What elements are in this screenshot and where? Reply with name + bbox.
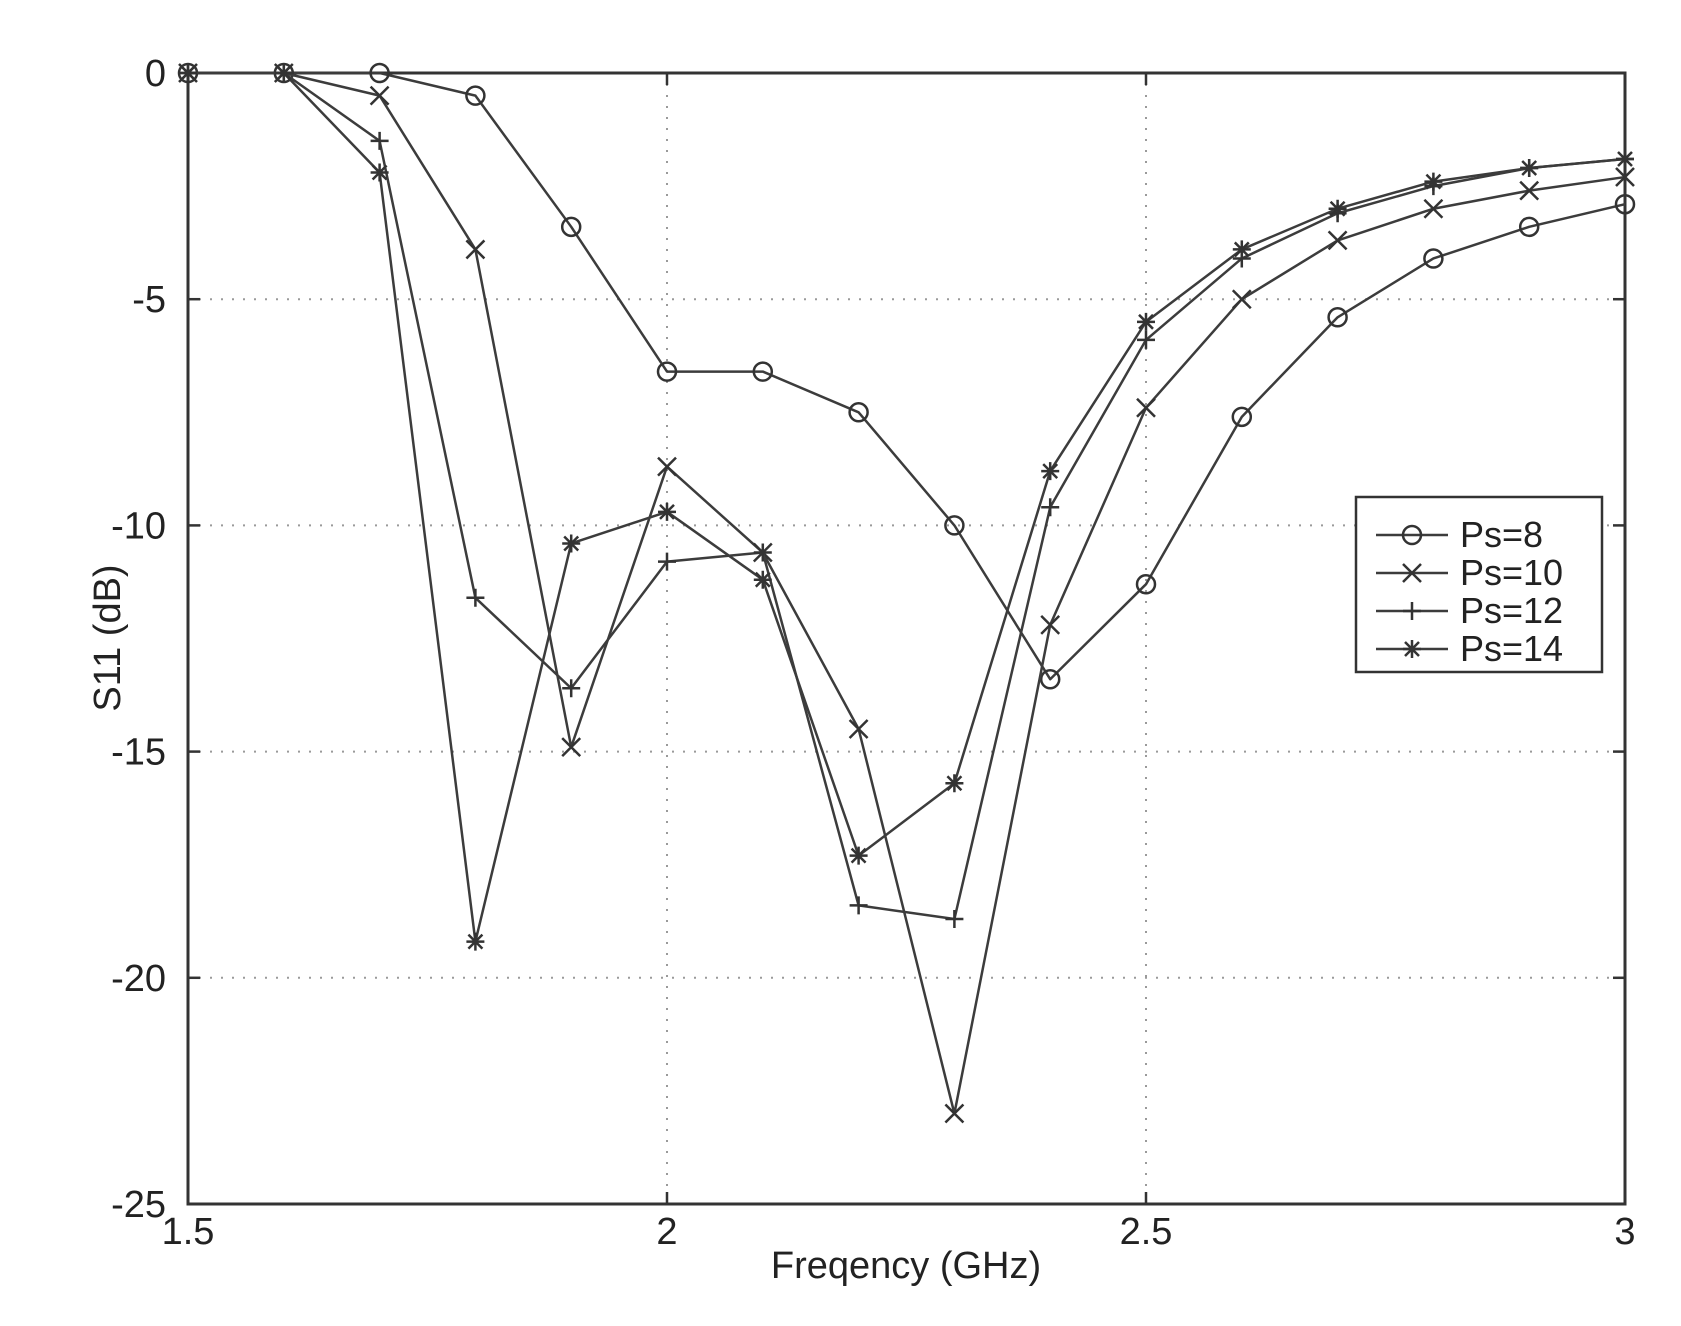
data-point-x [657,456,677,477]
data-point-plus [658,552,676,571]
data-point-star [1041,462,1060,481]
data-point-star [753,570,772,589]
legend-box [1354,495,1604,674]
x-tick-label: 1.5 [162,1211,215,1253]
data-point-plus [945,909,964,928]
data-point-x [1615,167,1635,187]
axis-ticks: 1.5 2 2.5 3 0 -5 -10 -15 -20 -25 [111,53,1635,1253]
legend-item: Ps=14 [1376,628,1563,669]
series-line [188,71,1626,1115]
data-point-x [465,239,486,260]
data-point-circle [1423,248,1444,269]
data-point-circle [848,402,869,423]
data-point-star [849,846,868,865]
data-point-x [848,719,869,739]
series-line [188,71,1626,921]
data-point-circle [1614,193,1636,215]
data-point-circle [369,62,390,84]
data-point-star [1520,159,1539,178]
series-line [188,71,1626,681]
data-point-star [1616,149,1634,168]
data-point-x [1402,563,1422,583]
series-line [188,71,1626,943]
x-tick-label: 2 [656,1211,677,1253]
data-point-circle [1135,573,1157,595]
data-point-star [1328,199,1347,218]
data-point-circle [1231,406,1253,428]
data-point-circle [560,216,582,238]
y-tick-label: -15 [111,732,166,774]
grid [188,73,1625,1204]
data-point-x [1136,397,1156,418]
plot-frame [186,71,1627,1206]
data-point-circle [1039,668,1061,690]
data-point-x [561,737,582,757]
data-point-plus [1041,498,1060,517]
y-tick-label: -10 [111,505,166,547]
legend-label: Ps=14 [1460,628,1563,669]
data-point-x [1327,230,1348,251]
data-point-x [1231,289,1252,310]
data-point-star [1232,240,1251,259]
data-point-star [179,64,197,82]
data-point-circle [465,85,486,106]
y-tick-label: -20 [111,958,166,1000]
data-point-star [658,502,676,521]
data-point-x [944,1103,965,1124]
x-tick-label: 3 [1614,1211,1635,1253]
series-ps-14 [179,64,1634,951]
data-point-plus [753,543,772,562]
y-tick-label: -5 [132,279,166,321]
data-point-star [370,163,389,182]
data-point-star [1403,640,1421,658]
legend-label: Ps=8 [1460,514,1543,555]
data-point-x [1519,180,1540,201]
data-point-x [1040,615,1061,635]
x-axis-title: Freqency (GHz) [771,1245,1041,1287]
data-point-circle [752,361,774,382]
data-point-star [562,534,581,553]
data-point-star [274,64,293,82]
data-point-circle [1401,524,1423,546]
legend-item: Ps=8 [1376,514,1543,555]
data-point-x [369,85,390,106]
legend-item: Ps=10 [1376,552,1563,593]
data-point-plus [1403,602,1421,620]
data-point-star [1424,172,1443,191]
data-point-circle [1518,216,1540,238]
series-group [177,62,1636,1124]
x-tick-label: 2.5 [1120,1211,1173,1253]
data-point-circle [656,361,678,382]
data-point-plus [466,588,485,607]
legend-item: Ps=12 [1376,590,1563,631]
data-point-star [466,932,485,951]
y-tick-label: -25 [111,1184,166,1226]
data-point-plus [849,896,868,915]
data-point-circle [944,515,965,536]
data-point-star [945,774,964,793]
data-point-x [1423,198,1444,219]
legend-label: Ps=10 [1460,552,1563,593]
y-axis-title: S11 (dB) [87,564,129,711]
data-point-plus [562,679,581,698]
data-point-plus [1137,330,1155,349]
data-point-star [1137,312,1155,331]
data-point-circle [1327,307,1348,328]
y-tick-label: 0 [145,53,166,95]
legend-label: Ps=12 [1460,590,1563,631]
data-point-plus [370,131,389,150]
